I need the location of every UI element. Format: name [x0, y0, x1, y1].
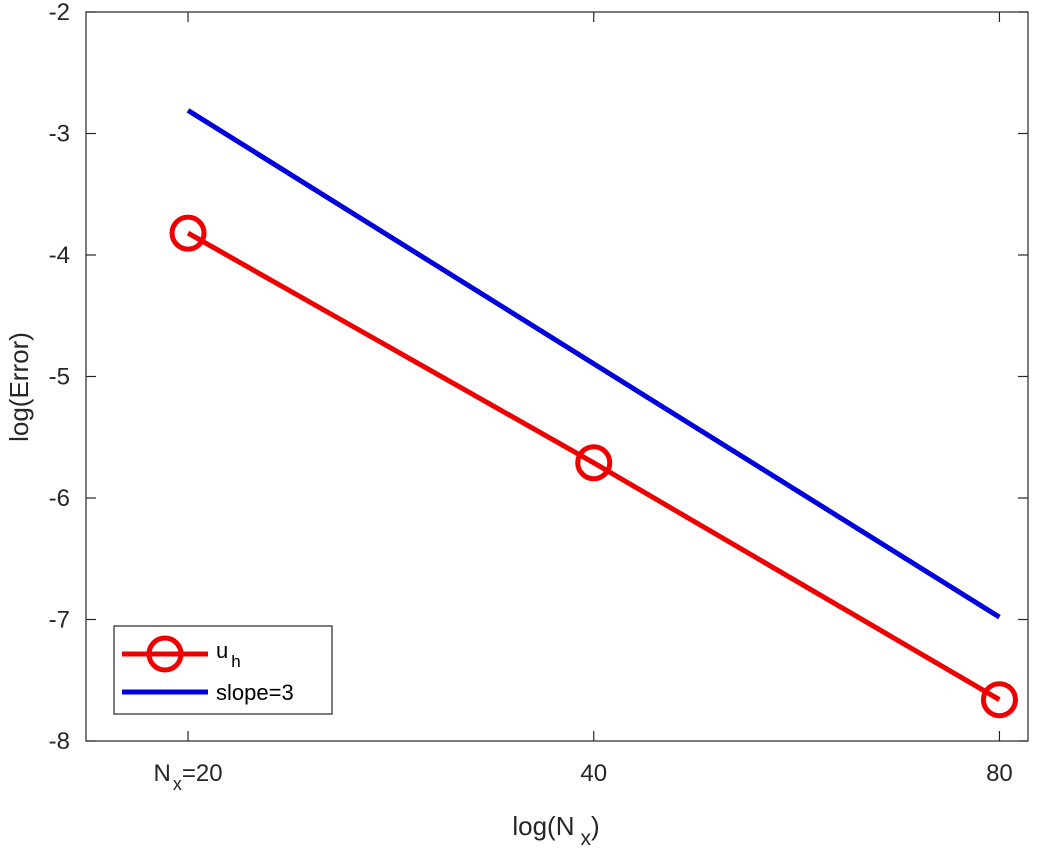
- data-point: [980, 681, 1018, 719]
- y-tick-label: -8: [49, 728, 70, 755]
- y-tick-label: -7: [49, 607, 70, 634]
- y-tick-label: -4: [49, 242, 70, 269]
- y-tick-label: -2: [49, 0, 70, 26]
- data-point: [169, 214, 207, 252]
- x-tick-label: 80: [986, 760, 1013, 787]
- y-axis-ticks: -2 -3 -4 -5 -6 -7 -8: [49, 0, 1028, 755]
- x-axis-label: log(N x): [512, 811, 599, 850]
- series-line-0: [186, 230, 1001, 702]
- plot-area: [85, 11, 1029, 742]
- y-axis-label: log(Error): [4, 332, 34, 442]
- y-tick-label: -6: [49, 485, 70, 512]
- series-layer: [169, 108, 1018, 719]
- y-tick-label: -5: [49, 364, 70, 391]
- series-line-1: [186, 108, 1001, 620]
- y-tick-label: -3: [49, 121, 70, 148]
- legend-marker-uh: [146, 635, 184, 673]
- legend-label-slope: slope=3: [216, 680, 294, 705]
- legend-box: [113, 625, 333, 715]
- data-point: [575, 444, 613, 482]
- x-tick-label: 40: [580, 760, 607, 787]
